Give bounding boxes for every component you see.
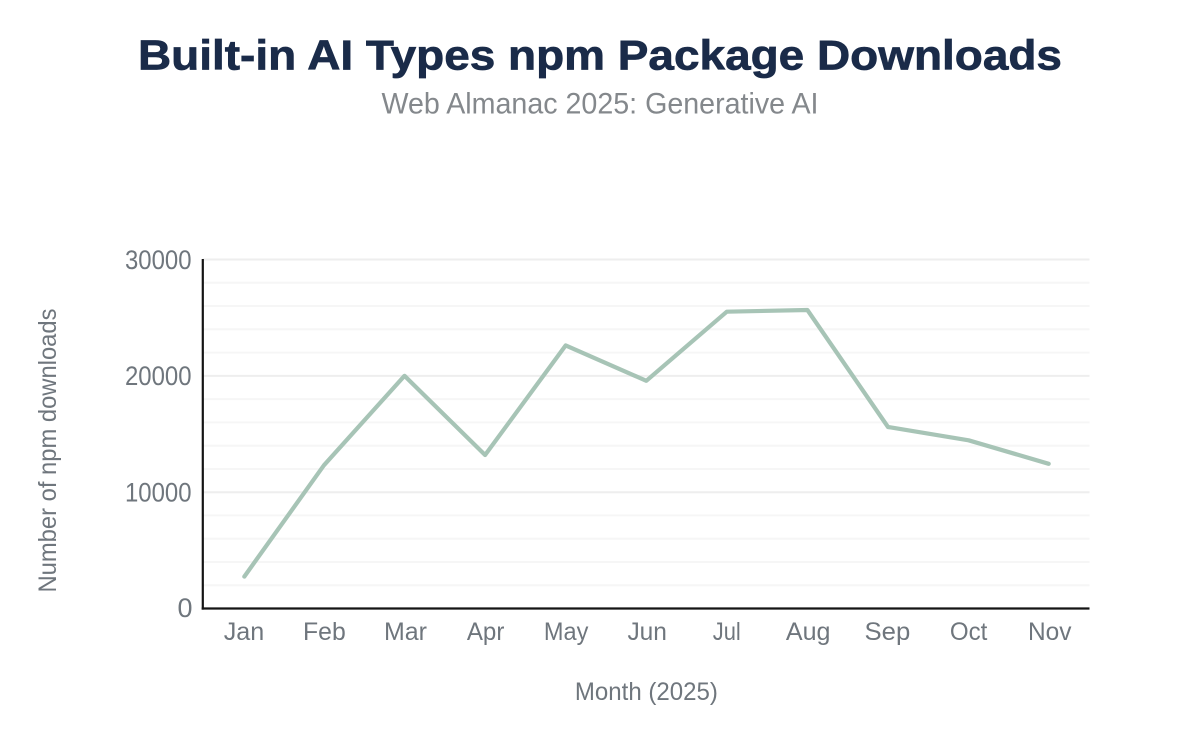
svg-text:Feb: Feb (303, 618, 346, 646)
svg-text:Number of npm downloads: Number of npm downloads (34, 309, 62, 593)
svg-text:Month (2025): Month (2025) (575, 678, 718, 706)
svg-text:20000: 20000 (125, 361, 192, 391)
svg-text:Oct: Oct (950, 618, 988, 646)
svg-text:30000: 30000 (125, 245, 192, 275)
svg-text:Built-in AI Types npm Package: Built-in AI Types npm Package Downloads (138, 31, 1062, 78)
svg-text:Mar: Mar (384, 618, 427, 646)
svg-text:May: May (544, 618, 589, 646)
svg-text:Nov: Nov (1028, 618, 1072, 646)
svg-text:0: 0 (178, 593, 193, 623)
svg-text:Jun: Jun (627, 618, 667, 646)
svg-text:Aug: Aug (786, 618, 831, 646)
svg-text:Jan: Jan (224, 618, 265, 646)
svg-text:Web Almanac 2025: Generative A: Web Almanac 2025: Generative AI (382, 88, 819, 121)
svg-text:10000: 10000 (125, 477, 192, 507)
svg-text:Apr: Apr (467, 618, 505, 646)
svg-text:Sep: Sep (865, 618, 911, 646)
svg-text:Jul: Jul (713, 618, 741, 646)
